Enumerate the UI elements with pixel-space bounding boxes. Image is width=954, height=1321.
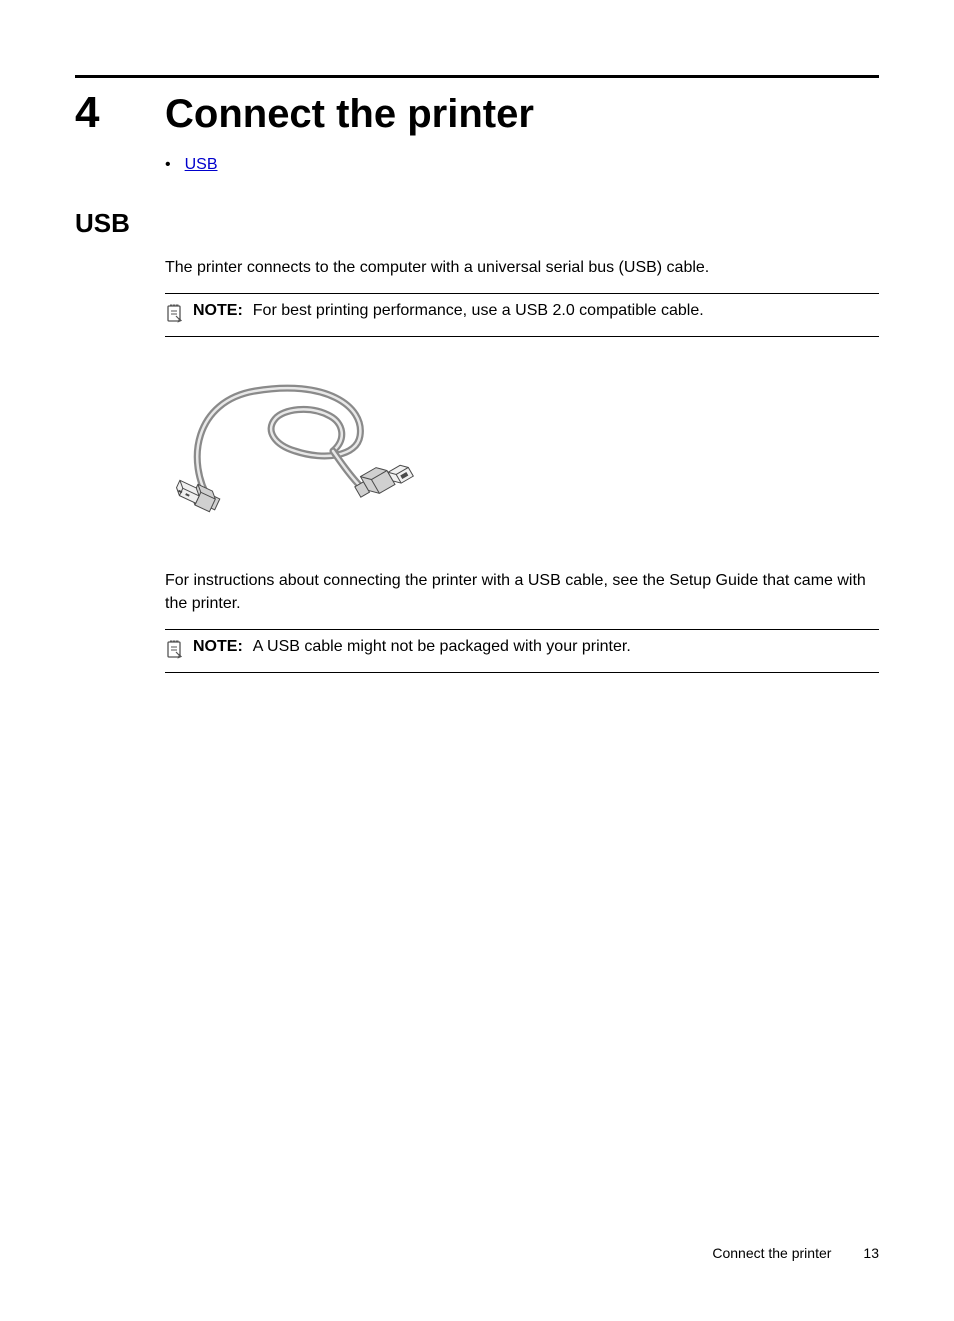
note-text: For best printing performance, use a USB… bbox=[253, 302, 704, 319]
toc-list: • USB bbox=[165, 156, 879, 174]
toc-item-usb: • USB bbox=[165, 156, 879, 174]
note-text: A USB cable might not be packaged with y… bbox=[253, 638, 631, 655]
bullet-icon: • bbox=[165, 156, 171, 173]
note-label: NOTE: bbox=[193, 638, 243, 655]
note-label: NOTE: bbox=[193, 302, 243, 319]
chapter-title: Connect the printer bbox=[165, 92, 534, 137]
chapter-header: 4 Connect the printer bbox=[75, 75, 879, 138]
note-content: NOTE: For best printing performance, use … bbox=[193, 302, 704, 320]
footer-page-number: 13 bbox=[863, 1245, 879, 1261]
note-icon bbox=[165, 303, 185, 328]
note-box-2: NOTE: A USB cable might not be packaged w… bbox=[165, 629, 879, 673]
section-body: The printer connects to the computer wit… bbox=[165, 257, 879, 673]
note-content: NOTE: A USB cable might not be packaged w… bbox=[193, 638, 631, 656]
intro-text: The printer connects to the computer wit… bbox=[165, 257, 879, 279]
footer-section-title: Connect the printer bbox=[712, 1245, 831, 1261]
link-usb[interactable]: USB bbox=[185, 156, 218, 173]
usb-cable-image bbox=[165, 361, 879, 546]
section-heading-usb: USB bbox=[75, 208, 879, 239]
note-icon bbox=[165, 639, 185, 664]
note-box-1: NOTE: For best printing performance, use … bbox=[165, 293, 879, 337]
chapter-number: 4 bbox=[75, 88, 165, 138]
instructions-text: For instructions about connecting the pr… bbox=[165, 570, 879, 615]
page-footer: Connect the printer 13 bbox=[712, 1245, 879, 1261]
